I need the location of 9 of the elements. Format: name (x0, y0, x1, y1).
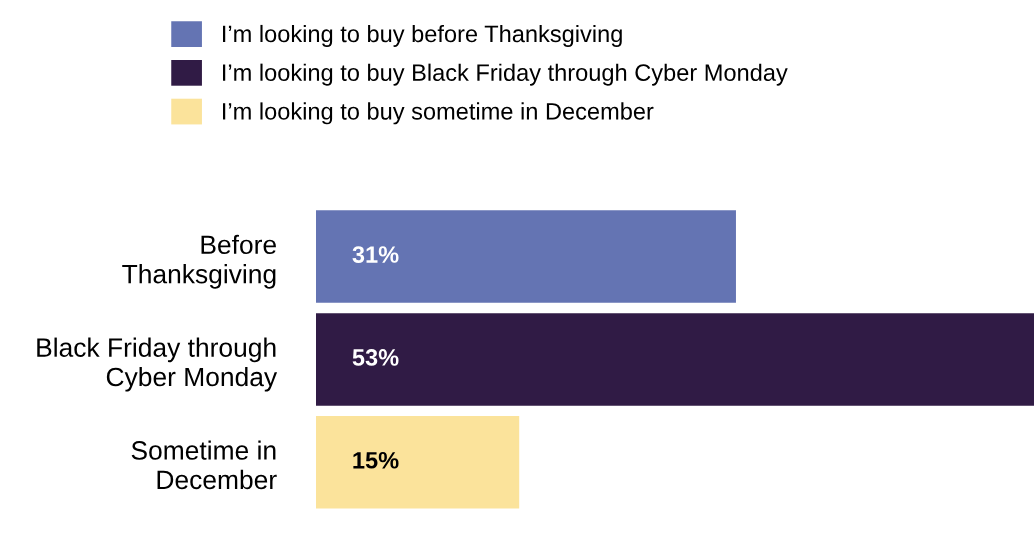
data-label: 31% (352, 246, 399, 263)
legend-label: I’m looking to buy Black Friday through Cyber Monday (223, 63, 788, 86)
data-label: 15% (353, 451, 399, 469)
y-tick-label: Before Thanksgiving (122, 234, 276, 289)
legend-label: I’m looking to buy before Thanksgiving (223, 24, 622, 47)
data-label: 53% (352, 349, 399, 366)
legend-label: I’m looking to buy sometime in December (223, 102, 654, 125)
y-tick-label: Black Friday through Cyber Monday (37, 337, 278, 392)
y-tick-label: Sometime in December (131, 440, 277, 490)
